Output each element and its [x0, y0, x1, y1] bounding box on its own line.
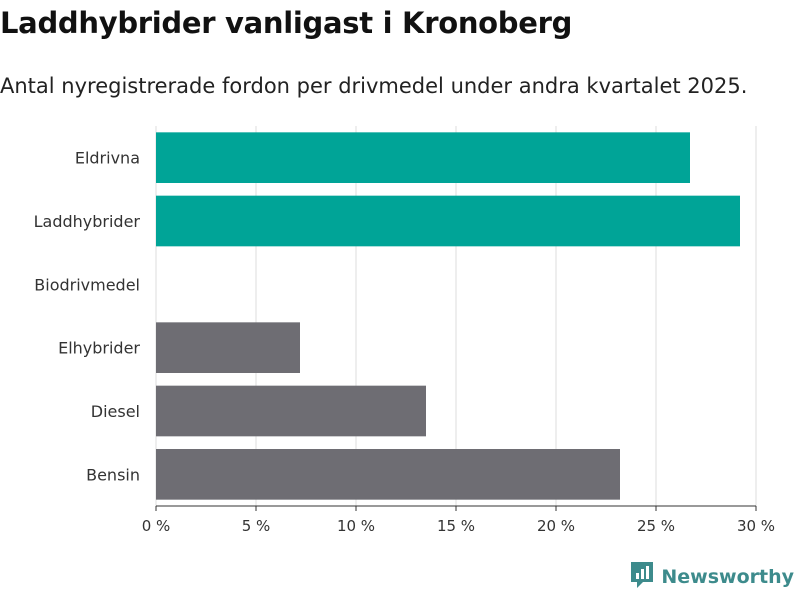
x-tick-label: 20 %: [537, 517, 575, 535]
bar: [156, 132, 690, 183]
chart-subtitle: Antal nyregistrerade fordon per drivmede…: [0, 74, 748, 98]
category-label: Bensin: [86, 465, 140, 484]
brand-name: Newsworthy: [661, 566, 794, 588]
x-tick-label: 15 %: [437, 517, 475, 535]
category-label: Diesel: [91, 402, 140, 421]
category-label: Laddhybrider: [34, 212, 141, 231]
bar: [156, 385, 426, 437]
category-label: Biodrivmedel: [34, 275, 140, 294]
category-label: Elhybrider: [58, 339, 140, 358]
category-label: Eldrivna: [75, 149, 140, 168]
x-tick-label: 5 %: [242, 517, 271, 535]
chart-title: Laddhybrider vanligast i Kronoberg: [0, 6, 573, 40]
newsworthy-icon: [629, 560, 655, 594]
x-tick-label: 25 %: [637, 517, 675, 535]
bar: [156, 322, 300, 373]
x-tick-label: 30 %: [737, 517, 775, 535]
brand-logo: Newsworthy: [629, 560, 794, 594]
bar: [156, 449, 620, 500]
x-tick-label: 0 %: [142, 517, 171, 535]
bar: [156, 195, 740, 247]
x-tick-label: 10 %: [337, 517, 375, 535]
